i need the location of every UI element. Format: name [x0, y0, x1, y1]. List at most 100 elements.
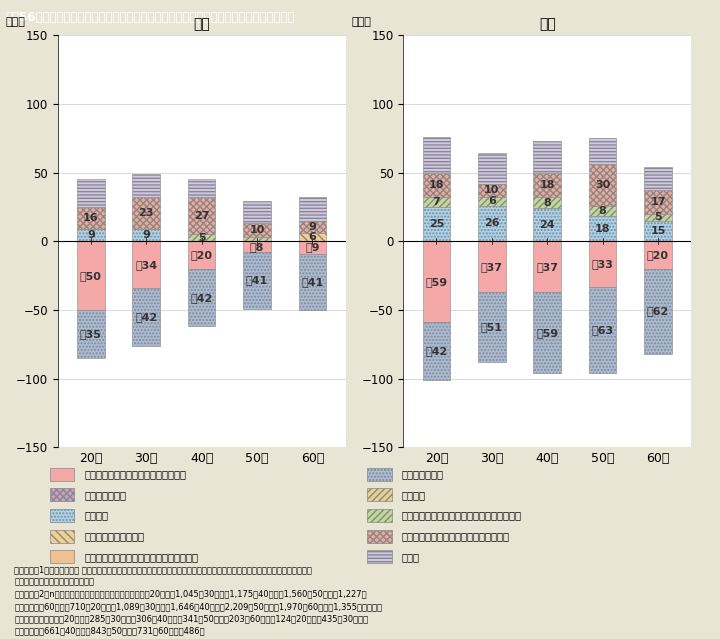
- Text: 23: 23: [138, 208, 154, 218]
- Text: 介護時間: 介護時間: [402, 490, 426, 500]
- Bar: [243, 241, 271, 252]
- Text: －50: －50: [80, 270, 102, 281]
- Text: －42: －42: [135, 312, 158, 322]
- Text: 25: 25: [428, 219, 444, 229]
- Text: 6: 6: [488, 196, 496, 206]
- Bar: [423, 322, 450, 380]
- Bar: [132, 197, 160, 229]
- Bar: [367, 468, 392, 481]
- Bar: [589, 164, 616, 206]
- Text: 16: 16: [83, 213, 99, 223]
- Text: －37: －37: [536, 261, 558, 272]
- Bar: [50, 488, 74, 502]
- Text: 仕事（収入を伴う仕事、学業）の時間: 仕事（収入を伴う仕事、学業）の時間: [84, 469, 186, 479]
- Text: 24: 24: [539, 220, 555, 230]
- Text: －42: －42: [426, 346, 448, 356]
- Bar: [534, 141, 561, 173]
- Bar: [644, 220, 672, 241]
- Bar: [367, 509, 392, 522]
- Bar: [478, 153, 505, 183]
- Bar: [534, 173, 561, 197]
- Text: 9: 9: [87, 230, 95, 240]
- Bar: [132, 288, 160, 346]
- Bar: [243, 201, 271, 224]
- Bar: [478, 292, 505, 362]
- Bar: [188, 241, 215, 268]
- Bar: [188, 268, 215, 327]
- Text: 18: 18: [539, 180, 555, 190]
- Bar: [367, 488, 392, 502]
- Text: －59: －59: [426, 277, 448, 287]
- Bar: [423, 173, 450, 197]
- Bar: [534, 241, 561, 292]
- Text: 通勤・通学時間: 通勤・通学時間: [402, 469, 444, 479]
- Bar: [478, 241, 505, 292]
- Bar: [423, 197, 450, 207]
- Text: 9: 9: [143, 230, 150, 240]
- Bar: [299, 241, 326, 254]
- Bar: [534, 292, 561, 373]
- Bar: [534, 208, 561, 241]
- Text: 18: 18: [428, 180, 444, 190]
- Bar: [589, 286, 616, 373]
- Bar: [299, 197, 326, 220]
- Text: 26: 26: [484, 219, 500, 228]
- Bar: [644, 167, 672, 190]
- Text: （備考）　1．「令和４年度 新しいライフスタイル、新しい働き方を踏まえた男女共同参画推進に関する調査」（令和４年度内閣府: （備考） 1．「令和４年度 新しいライフスタイル、新しい働き方を踏まえた男女共同…: [14, 566, 312, 574]
- Bar: [77, 241, 104, 310]
- Bar: [50, 468, 74, 481]
- Bar: [423, 241, 450, 322]
- Bar: [243, 252, 271, 309]
- Text: 家事・育児時間: 家事・育児時間: [84, 490, 126, 500]
- Text: －33: －33: [592, 259, 613, 269]
- Text: 10: 10: [249, 225, 265, 235]
- Text: 18: 18: [595, 224, 611, 234]
- Bar: [188, 180, 215, 197]
- Text: 6: 6: [308, 232, 316, 242]
- Bar: [188, 197, 215, 235]
- Bar: [77, 207, 104, 229]
- Bar: [589, 138, 616, 164]
- Bar: [50, 509, 74, 522]
- Text: －62: －62: [647, 306, 669, 316]
- Text: 8: 8: [599, 206, 606, 216]
- Bar: [478, 183, 505, 197]
- Bar: [589, 241, 616, 286]
- Bar: [77, 180, 104, 207]
- Text: 特－56図　テレワークをした日としない日の時間の使い方の差（仕事のある日、有業者）: 特－56図 テレワークをした日としない日の時間の使い方の差（仕事のある日、有業者…: [6, 11, 295, 24]
- Text: －9: －9: [305, 242, 320, 252]
- Text: 自分のことに使う時間: 自分のことに使う時間: [84, 531, 144, 541]
- Text: 食事・身の回りの用事（入浴時間等）の時間: 食事・身の回りの用事（入浴時間等）の時間: [402, 511, 521, 521]
- Bar: [644, 241, 672, 268]
- Bar: [77, 310, 104, 358]
- Text: －51: －51: [481, 322, 503, 332]
- Bar: [423, 137, 450, 173]
- Bar: [534, 197, 561, 208]
- Text: 家族と遊んだり、くつろいだりする時間: 家族と遊んだり、くつろいだりする時間: [402, 531, 510, 541]
- Text: －59: －59: [536, 328, 558, 337]
- Bar: [644, 213, 672, 220]
- Text: 8: 8: [544, 197, 551, 208]
- Bar: [299, 233, 326, 241]
- Bar: [589, 217, 616, 241]
- Text: 5: 5: [654, 212, 662, 222]
- Text: 睡眠時間: 睡眠時間: [84, 511, 108, 521]
- Bar: [132, 229, 160, 241]
- Bar: [50, 530, 74, 543]
- Text: 17: 17: [650, 197, 666, 207]
- Bar: [132, 174, 160, 197]
- Text: －63: －63: [592, 325, 613, 335]
- Bar: [589, 206, 616, 217]
- Bar: [77, 229, 104, 241]
- Text: 60代女性710、20代男性1,089、30代男性1,646、40代男性2,209、50代男性1,970、60代男性1,355。テレワー: 60代女性710、20代男性1,089、30代男性1,646、40代男性2,20…: [14, 602, 382, 611]
- Bar: [243, 237, 271, 241]
- Bar: [299, 254, 326, 310]
- Text: 661、40代男性843、50代男性731、60代男性486。: 661、40代男性843、50代男性731、60代男性486。: [14, 626, 205, 635]
- Bar: [299, 220, 326, 233]
- Title: 女性: 女性: [193, 17, 210, 31]
- Text: 委託調査）より作成。: 委託調査）より作成。: [14, 578, 94, 587]
- Text: －34: －34: [135, 259, 157, 270]
- Bar: [188, 235, 215, 241]
- Bar: [367, 530, 392, 543]
- Text: －41: －41: [301, 277, 323, 287]
